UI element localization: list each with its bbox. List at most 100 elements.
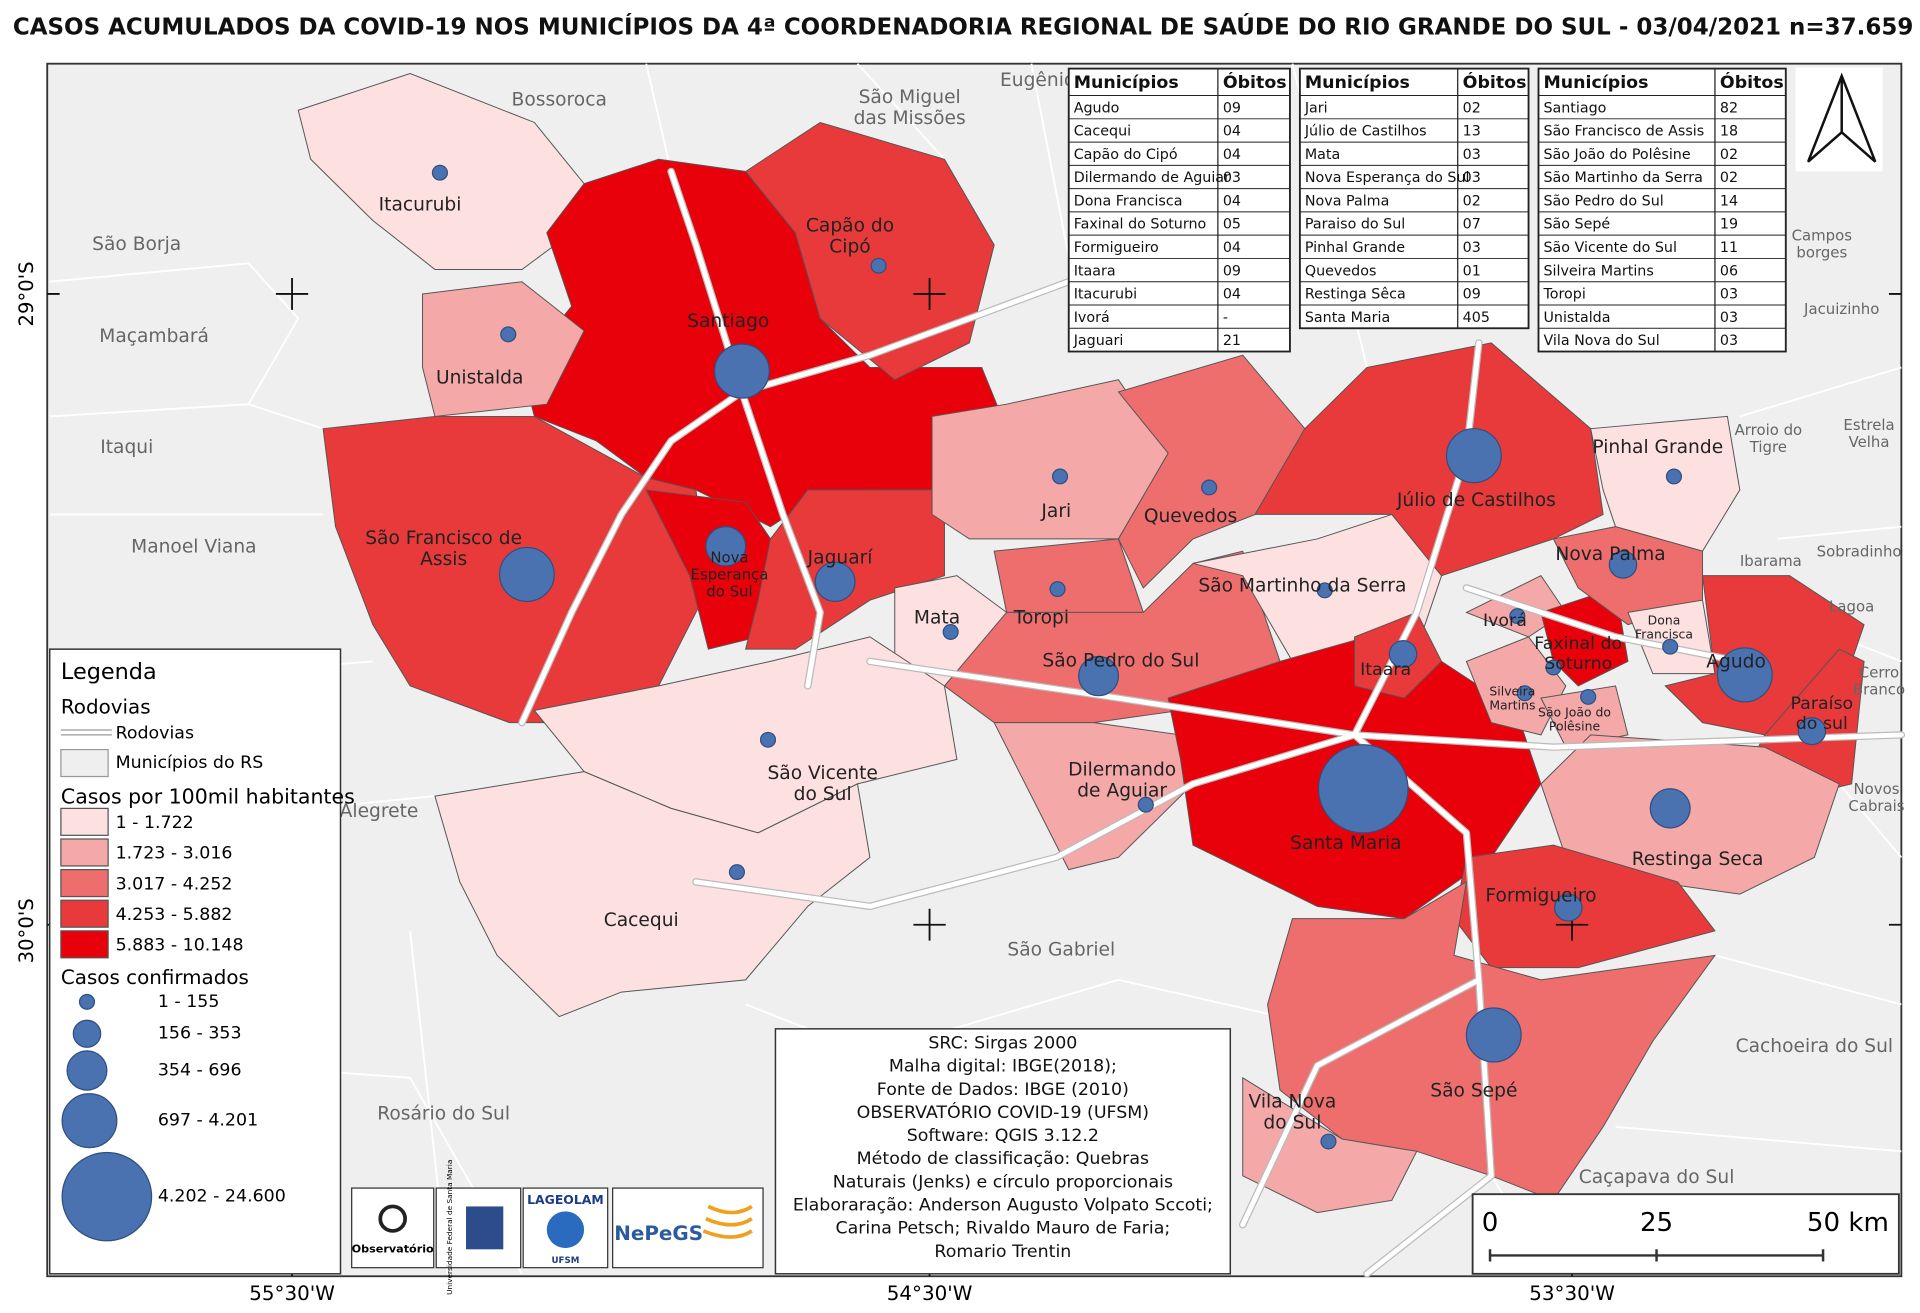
case-circle	[1137, 796, 1154, 813]
table-cell: Unistalda	[1543, 310, 1610, 326]
table-cell: 21	[1223, 333, 1241, 349]
scale-label: 25	[1640, 1208, 1673, 1238]
credits: SRC: Sirgas 2000 Malha digital: IBGE(2018…	[774, 1028, 1232, 1275]
municipality-label: Martins	[1489, 699, 1535, 713]
neighbor-label: Caçapava do Sul	[1579, 1167, 1735, 1188]
legend-circle	[61, 1093, 118, 1149]
table-cell: Capão do Cipó	[1074, 147, 1178, 163]
table-cell: Nova Palma	[1305, 194, 1389, 210]
scale-bar: 0 25 50 km	[1471, 1193, 1900, 1275]
table-cell: Formigueiro	[1074, 240, 1159, 256]
municipality-polygons	[297, 72, 1865, 1214]
table-cell: São Sepé	[1543, 217, 1610, 233]
death-tables: Municípios Óbitos Agudo 09 Cacequi 04 Capão do…	[1067, 67, 1787, 353]
table-background	[1298, 67, 1530, 330]
municipality	[744, 121, 995, 381]
roads	[518, 167, 1906, 1278]
municipality-label: Vila Nova	[1249, 1091, 1337, 1112]
neighbor-label: Itaqui	[100, 437, 153, 458]
neighbor-label: Lagoa	[1829, 599, 1874, 616]
table-cell: Júlio de Castilhos	[1304, 124, 1427, 140]
credit-line: Carina Petsch; Rivaldo Mauro de Faria;	[835, 1219, 1170, 1239]
logo-text: Universidade Federal de Santa Maria	[445, 1160, 454, 1295]
municipality-label: Nova	[710, 550, 748, 567]
case-circle	[1545, 659, 1562, 676]
case-circle	[1388, 639, 1418, 669]
legend: Legenda Rodovias Rodovias Municípios do RS C…	[48, 648, 355, 1275]
map-title: CASOS ACUMULADOS DA COVID-19 NOS MUNICÍP…	[13, 13, 1913, 41]
table-cell: 09	[1463, 287, 1481, 303]
latitude-label: 29°0'S	[15, 261, 38, 326]
table-header: Municípios	[1305, 73, 1410, 93]
table-cell: Dilermando de Aguiar	[1074, 170, 1230, 186]
case-circle	[500, 326, 517, 343]
case-circle	[1665, 468, 1683, 485]
case-circle	[1509, 608, 1526, 625]
municipality-label: Formigueiro	[1485, 886, 1596, 907]
municipality	[434, 771, 871, 1018]
credit-line: Naturais (Jenks) e círculo proporcionais	[833, 1173, 1173, 1193]
table-header: Óbitos	[1223, 71, 1287, 93]
logo-text: NePeGS	[614, 1222, 703, 1245]
municipality-label: Jaguarí	[807, 548, 874, 569]
case-circle	[431, 164, 448, 181]
case-circle	[1049, 581, 1066, 598]
table-header: Municípios	[1543, 73, 1648, 93]
table-cell: Silveira Martins	[1543, 263, 1653, 279]
table-cell: 02	[1720, 170, 1738, 186]
logo-text: Observatório	[352, 1242, 434, 1255]
legend-swatch	[60, 930, 109, 959]
neighbor-label: Sobradinho	[1817, 543, 1902, 560]
neighbor-label: São Borja	[92, 234, 181, 255]
logo-shield	[466, 1206, 504, 1250]
table-cell: 09	[1223, 263, 1241, 279]
table-cell: Paraiso do Sul	[1305, 217, 1405, 233]
table-cell: 01	[1463, 263, 1481, 279]
longitude-label: 53°30'W	[1529, 1282, 1615, 1305]
municipality-label: Quevedos	[1144, 506, 1237, 527]
municipality-label: Itacurubi	[379, 195, 462, 216]
table-cell: 05	[1223, 217, 1241, 233]
municipality-label: Esperança	[691, 566, 769, 583]
table-cell: Ivorá	[1074, 310, 1110, 326]
scale-label: 0	[1482, 1208, 1499, 1238]
logos: Observatório Universidade Federal de Sant…	[351, 1160, 764, 1295]
legend-item: 697 - 4.201	[158, 1111, 258, 1131]
credit-line: Método de classificação: Quebras	[857, 1149, 1149, 1169]
municipality-label: Itaara	[1360, 660, 1411, 680]
logo-globe	[546, 1211, 585, 1249]
table-cell: 11	[1720, 240, 1738, 256]
municipality-label: de Aguiar	[1077, 781, 1167, 802]
table-cell: 02	[1720, 147, 1738, 163]
neighbor-label: das Missões	[854, 108, 966, 129]
municipality-label: do sul	[1796, 714, 1848, 734]
logo-box	[351, 1187, 435, 1269]
neighbor-label: Maçambará	[99, 326, 209, 347]
neighbor-borders	[49, 63, 1903, 1275]
north-arrow	[1795, 67, 1883, 172]
credit-line: SRC: Sirgas 2000	[928, 1034, 1077, 1054]
table-cell: Jari	[1304, 100, 1328, 116]
table-header: Óbitos	[1720, 71, 1784, 93]
logo-lines	[702, 1204, 753, 1239]
neighbor-label: Velha	[1849, 434, 1890, 451]
credit-line: Elaboraração: Anderson Augusto Volpato S…	[793, 1196, 1213, 1216]
municipality-label: Ivorá	[1483, 611, 1527, 631]
municipality	[422, 281, 585, 417]
table-cell: Jaguari	[1073, 333, 1124, 349]
neighbor-label: Tigre	[1749, 439, 1787, 456]
case-circle	[1608, 550, 1638, 579]
neighbor-label: borges	[1796, 244, 1847, 261]
credit-line: Software: QGIS 3.12.2	[907, 1126, 1099, 1146]
municipality-label: Paraíso	[1790, 694, 1853, 714]
municipality-label: do Sul	[794, 784, 852, 805]
legend-title: Legenda	[61, 659, 157, 685]
legend-swatch	[60, 838, 109, 867]
municipality-label: Dilermando	[1068, 759, 1176, 780]
case-circles	[431, 164, 1827, 1150]
case-circle	[1316, 582, 1333, 599]
municipality-label: Santiago	[687, 311, 769, 332]
case-circle	[1051, 468, 1069, 485]
municipality-label: Cacequi	[604, 910, 679, 931]
